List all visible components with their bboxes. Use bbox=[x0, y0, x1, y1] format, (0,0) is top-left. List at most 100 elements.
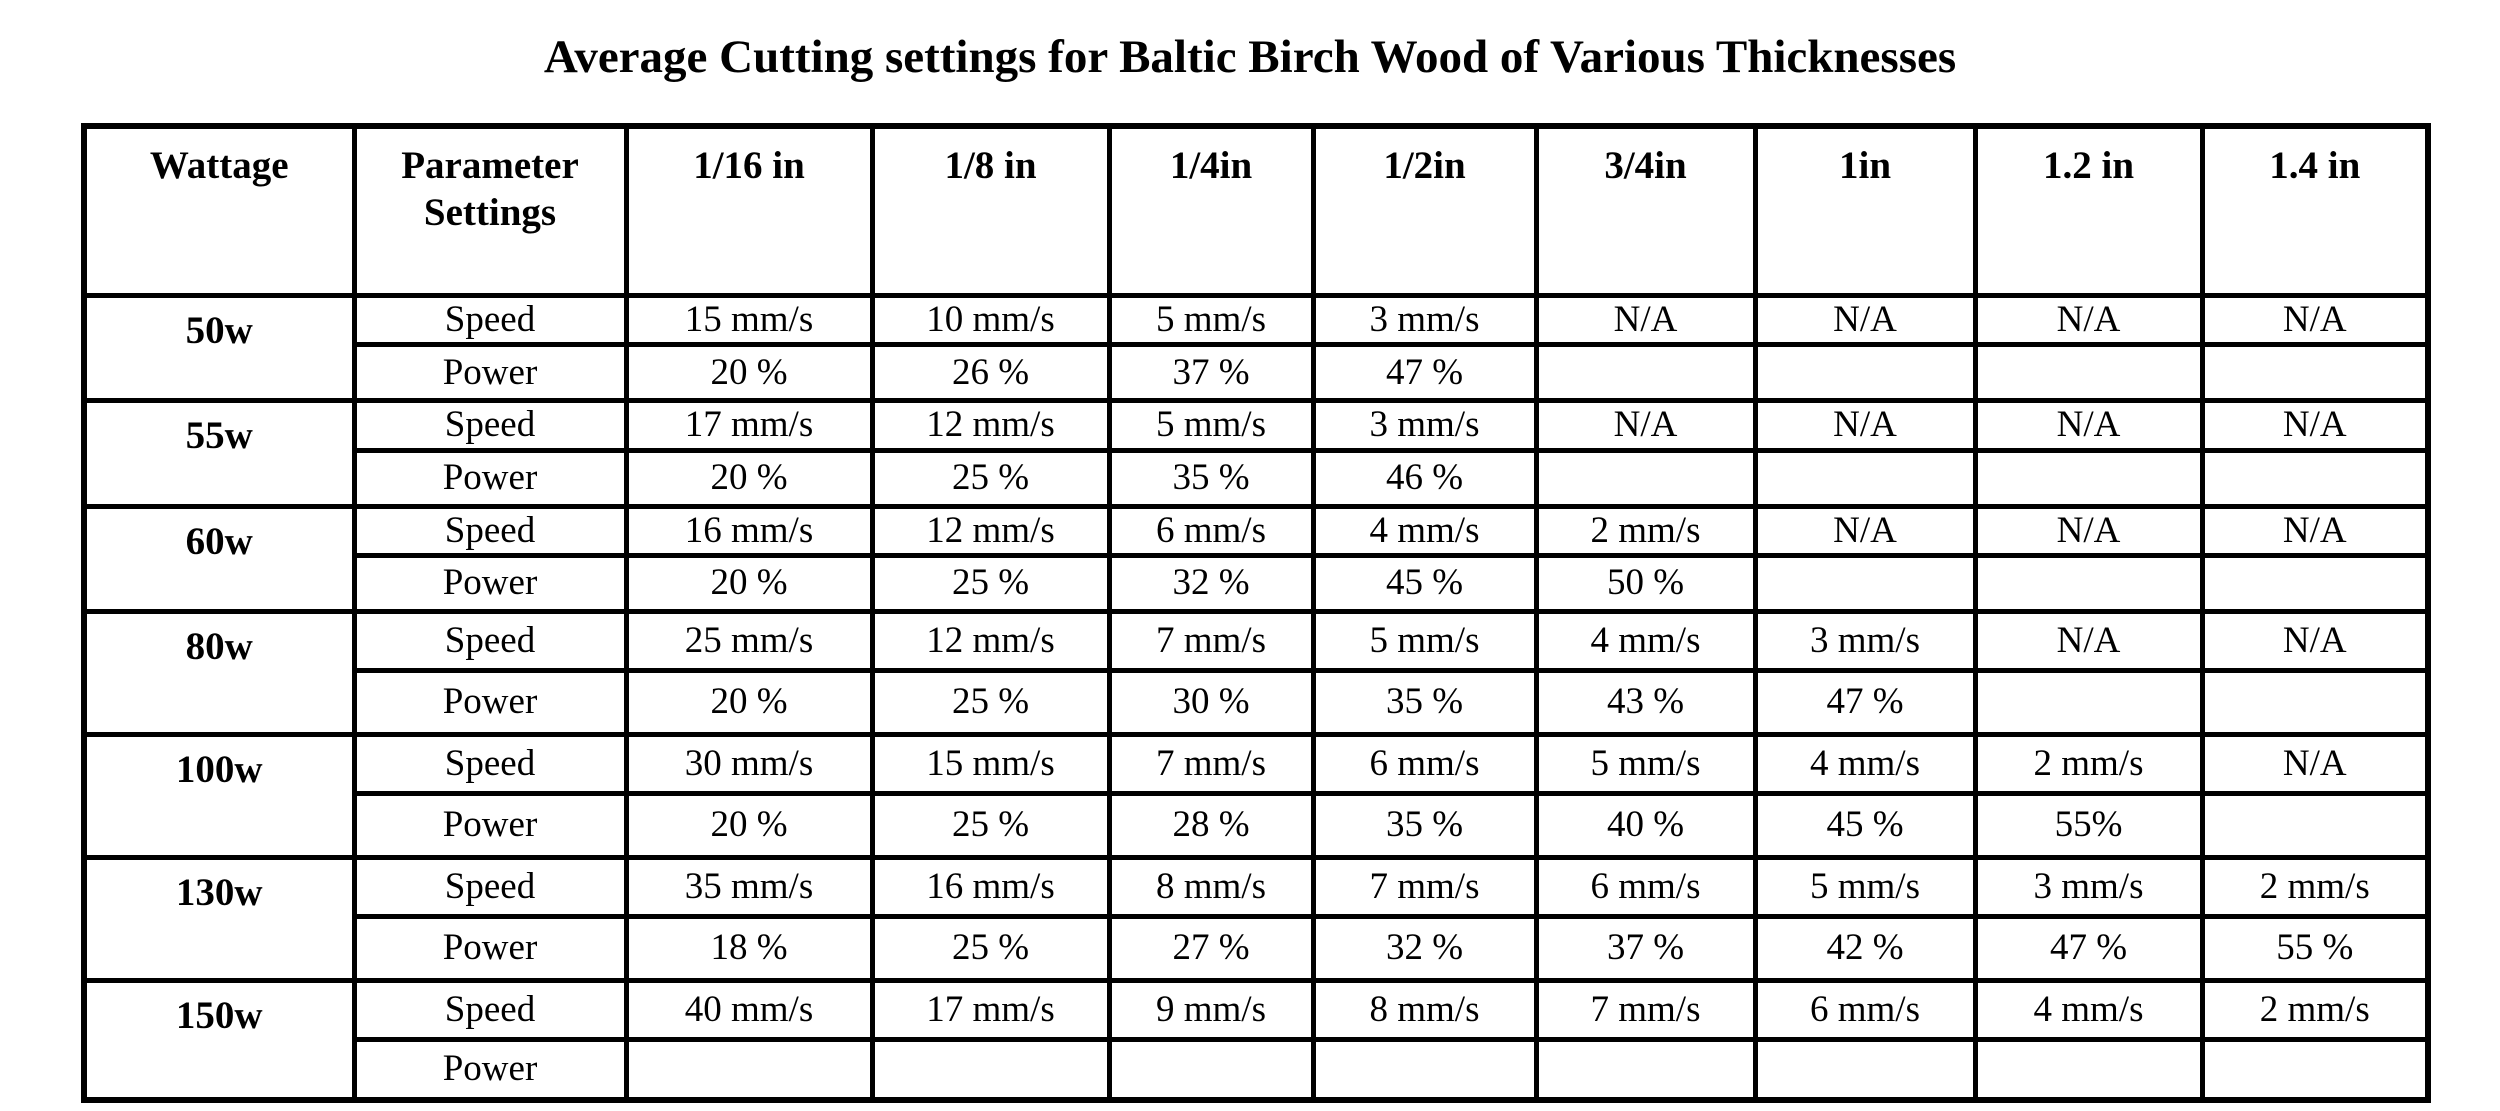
speed-value-cell: N/A bbox=[1752, 503, 1978, 559]
power-value-cell bbox=[1752, 553, 1978, 615]
power-value-cell bbox=[2199, 668, 2431, 738]
power-value-cell: 20 % bbox=[623, 553, 875, 615]
speed-value-cell: 25 mm/s bbox=[623, 609, 875, 674]
power-row: Power bbox=[84, 1037, 2431, 1103]
param-label-speed: Speed bbox=[351, 292, 629, 348]
speed-row: 130w Speed 35 mm/s 16 mm/s 8 mm/s 7 mm/s 6 mm/… bbox=[81, 855, 2431, 984]
speed-value-cell: N/A bbox=[1972, 503, 2205, 559]
speed-value-cell: 3 mm/s bbox=[1972, 855, 2205, 920]
power-value-cell: 45 % bbox=[1310, 553, 1539, 615]
speed-value-cell: N/A bbox=[2199, 732, 2431, 797]
power-value-cell: 25 % bbox=[869, 553, 1112, 615]
speed-value-cell: N/A bbox=[1752, 292, 1978, 348]
header-cell-1-4in: 1/4in bbox=[1106, 123, 1316, 298]
wattage-cell: 150w bbox=[81, 978, 357, 1103]
param-label-speed: Speed bbox=[351, 978, 629, 1043]
power-value-cell: 40 % bbox=[1533, 791, 1758, 861]
speed-value-cell: N/A bbox=[1533, 292, 1758, 348]
speed-value-cell: 35 mm/s bbox=[623, 855, 875, 920]
param-label-speed: Speed bbox=[351, 398, 629, 453]
power-value-cell bbox=[2199, 1037, 2431, 1103]
param-label-speed: Speed bbox=[351, 609, 629, 674]
speed-value-cell: 4 mm/s bbox=[1972, 978, 2205, 1043]
speed-value-cell: 40 mm/s bbox=[623, 978, 875, 1043]
speed-value-cell: 12 mm/s bbox=[869, 398, 1112, 453]
power-value-cell: 28 % bbox=[1106, 791, 1316, 861]
power-value-cell bbox=[1972, 553, 2205, 615]
page-title: Average Cutting settings for Baltic Birc… bbox=[543, 31, 1957, 83]
power-value-cell bbox=[1533, 342, 1758, 404]
speed-value-cell: 5 mm/s bbox=[1106, 292, 1316, 348]
header-cell-parameter-settings: Parameter Settings bbox=[351, 123, 629, 298]
power-value-cell: 32 % bbox=[1106, 553, 1316, 615]
power-value-cell: 46 % bbox=[1310, 447, 1539, 509]
speed-value-cell: 2 mm/s bbox=[1972, 732, 2205, 797]
header-cell-1-16in: 1/16 in bbox=[623, 123, 875, 298]
power-value-cell: 43 % bbox=[1533, 668, 1758, 738]
speed-value-cell: 5 mm/s bbox=[1752, 855, 1978, 920]
speed-value-cell: 5 mm/s bbox=[1533, 732, 1758, 797]
speed-value-cell: 3 mm/s bbox=[1752, 609, 1978, 674]
power-value-cell: 37 % bbox=[1533, 914, 1758, 984]
speed-value-cell: 10 mm/s bbox=[869, 292, 1112, 348]
speed-value-cell: 6 mm/s bbox=[1106, 503, 1316, 559]
param-label-speed: Speed bbox=[351, 855, 629, 920]
speed-value-cell: 2 mm/s bbox=[2199, 855, 2431, 920]
wattage-cell: 50w bbox=[81, 292, 357, 404]
speed-value-cell: N/A bbox=[2199, 398, 2431, 453]
power-value-cell: 18 % bbox=[623, 914, 875, 984]
wattage-cell: 100w bbox=[81, 732, 357, 861]
speed-value-cell: 5 mm/s bbox=[1106, 398, 1316, 453]
header-cell-3-4in: 3/4in bbox=[1533, 123, 1758, 298]
table-header-row: Wattage Parameter Settings 1/16 in 1/8 i… bbox=[81, 123, 2431, 298]
power-value-cell: 27 % bbox=[1106, 914, 1316, 984]
power-row: Power 20 % 26 % 37 % 47 % bbox=[84, 342, 2431, 404]
speed-value-cell: N/A bbox=[1972, 292, 2205, 348]
power-value-cell: 25 % bbox=[869, 791, 1112, 861]
speed-value-cell: 2 mm/s bbox=[2199, 978, 2431, 1043]
power-value-cell bbox=[1972, 342, 2205, 404]
power-value-cell: 20 % bbox=[623, 791, 875, 861]
param-label-power: Power bbox=[351, 668, 629, 738]
power-value-cell bbox=[2199, 553, 2431, 615]
power-value-cell: 35 % bbox=[1106, 447, 1316, 509]
header-cell-1in: 1in bbox=[1752, 123, 1978, 298]
power-value-cell bbox=[1533, 447, 1758, 509]
power-value-cell: 20 % bbox=[623, 447, 875, 509]
header-cell-1-8in: 1/8 in bbox=[869, 123, 1112, 298]
wattage-cell: 55w bbox=[81, 398, 357, 509]
speed-value-cell: N/A bbox=[1972, 398, 2205, 453]
speed-value-cell: 17 mm/s bbox=[869, 978, 1112, 1043]
speed-value-cell: N/A bbox=[1533, 398, 1758, 453]
wattage-cell: 60w bbox=[81, 503, 357, 615]
power-value-cell bbox=[1752, 447, 1978, 509]
speed-value-cell: 17 mm/s bbox=[623, 398, 875, 453]
speed-row: 60w Speed 16 mm/s 12 mm/s 6 mm/s 4 mm/s 2 mm/s… bbox=[81, 503, 2431, 615]
power-row: Power 20 % 25 % 28 % 35 % 40 % 45 % 55% bbox=[84, 791, 2431, 861]
speed-value-cell: 7 mm/s bbox=[1106, 609, 1316, 674]
speed-value-cell: 16 mm/s bbox=[869, 855, 1112, 920]
power-value-cell: 32 % bbox=[1310, 914, 1539, 984]
speed-value-cell: 6 mm/s bbox=[1533, 855, 1758, 920]
power-value-cell: 25 % bbox=[869, 447, 1112, 509]
header-cell-1-2-in: 1.2 in bbox=[1972, 123, 2205, 298]
speed-value-cell: 15 mm/s bbox=[869, 732, 1112, 797]
power-row: Power 20 % 25 % 32 % 45 % 50 % bbox=[84, 553, 2431, 615]
speed-row: 150w Speed 40 mm/s 17 mm/s 9 mm/s 8 mm/s 7 mm/… bbox=[81, 978, 2431, 1103]
speed-value-cell: N/A bbox=[1752, 398, 1978, 453]
speed-value-cell: N/A bbox=[2199, 609, 2431, 674]
speed-value-cell: 4 mm/s bbox=[1310, 503, 1539, 559]
speed-value-cell: 12 mm/s bbox=[869, 609, 1112, 674]
speed-row: 50w Speed 15 mm/s 10 mm/s 5 mm/s 3 mm/s N/A N/A… bbox=[81, 292, 2431, 404]
power-value-cell: 47 % bbox=[1752, 668, 1978, 738]
power-value-cell: 47 % bbox=[1310, 342, 1539, 404]
power-value-cell bbox=[623, 1037, 875, 1103]
speed-value-cell: 6 mm/s bbox=[1752, 978, 1978, 1043]
power-value-cell bbox=[2199, 791, 2431, 861]
speed-value-cell: 5 mm/s bbox=[1310, 609, 1539, 674]
power-row: Power 20 % 25 % 30 % 35 % 43 % 47 % bbox=[84, 668, 2431, 738]
speed-value-cell: 3 mm/s bbox=[1310, 292, 1539, 348]
power-value-cell: 25 % bbox=[869, 668, 1112, 738]
power-row: Power 18 % 25 % 27 % 32 % 37 % 42 % 47 % 55 % bbox=[84, 914, 2431, 984]
